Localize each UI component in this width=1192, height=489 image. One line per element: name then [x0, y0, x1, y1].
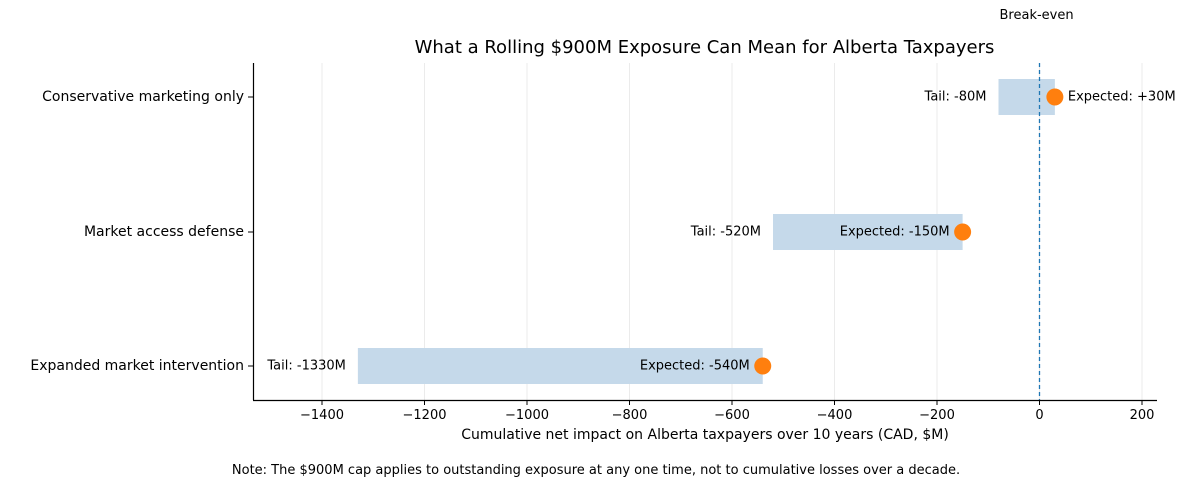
- expected-markers: [754, 88, 1064, 375]
- x-tick-label: −400: [816, 408, 853, 423]
- y-tick-label: Expanded market intervention: [30, 358, 244, 374]
- x-tick-label: −1000: [505, 408, 549, 423]
- x-tick-label: −800: [611, 408, 648, 423]
- x-axis-label: Cumulative net impact on Alberta taxpaye…: [461, 427, 949, 443]
- tail-annotation: Tail: -520M: [690, 224, 761, 240]
- tail-annotation: Tail: -80M: [924, 89, 987, 105]
- footnote: Note: The $900M cap applies to outstandi…: [231, 463, 961, 478]
- chart-title: What a Rolling $900M Exposure Can Mean f…: [414, 37, 995, 58]
- break-even-label: Break-even: [999, 8, 1074, 23]
- expected-annotation: Expected: -150M: [839, 224, 950, 240]
- x-tick-label: −1400: [300, 408, 344, 423]
- y-tick-label: Conservative marketing only: [42, 89, 244, 105]
- axis-ticks: [248, 96, 1143, 405]
- expected-annotation: Expected: -540M: [639, 358, 750, 374]
- tail-annotation: Tail: -1330M: [267, 358, 346, 374]
- x-tick-label: 0: [1035, 408, 1044, 423]
- expected-annotation: Expected: +30M: [1067, 89, 1176, 105]
- x-tick-label: −600: [714, 408, 750, 423]
- x-tick-label: −1200: [402, 408, 447, 423]
- x-tick-label: 200: [1129, 408, 1155, 423]
- range-bars: [357, 79, 1055, 384]
- y-tick-label: Market access defense: [83, 224, 244, 240]
- x-tick-label: −200: [919, 408, 955, 423]
